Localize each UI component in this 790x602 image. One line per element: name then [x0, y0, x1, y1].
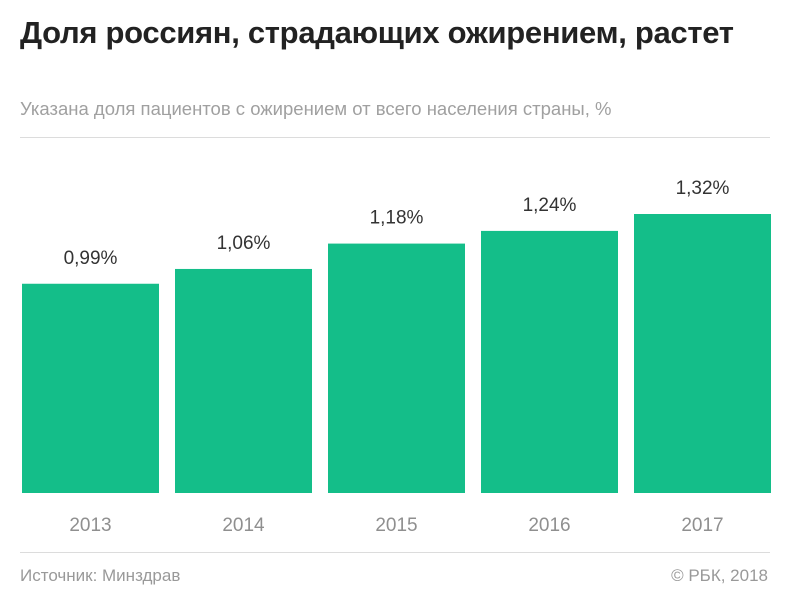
x-tick-label: 2015 [375, 515, 417, 536]
bar-2017 [634, 214, 771, 493]
x-tick-label: 2013 [69, 515, 111, 536]
data-label: 1,06% [217, 233, 271, 254]
data-label: 1,24% [523, 195, 577, 216]
x-tick-label: 2016 [528, 515, 570, 536]
data-label: 1,32% [676, 178, 730, 199]
bar-chart: 0,99% 2013 1,06% 2014 1,18% 2015 1,24% 2016 1,32… [22, 178, 771, 536]
top-divider [20, 137, 770, 138]
chart-title: Доля россиян, страдающих ожирением, раст… [20, 15, 734, 50]
chart-subtitle: Указана доля пациентов с ожирением от вс… [20, 98, 612, 119]
bar-2013 [22, 283, 159, 493]
source-note: Источник: Минздрав [20, 566, 181, 585]
bar-2016 [481, 230, 618, 493]
bottom-divider [20, 552, 770, 553]
x-tick-label: 2017 [681, 515, 723, 536]
x-tick-label: 2014 [222, 515, 265, 536]
bar-2015 [328, 243, 465, 493]
data-label: 0,99% [64, 248, 118, 269]
bar-2014 [175, 268, 312, 493]
data-label: 1,18% [370, 208, 424, 229]
copyright: © РБК, 2018 [671, 566, 768, 585]
